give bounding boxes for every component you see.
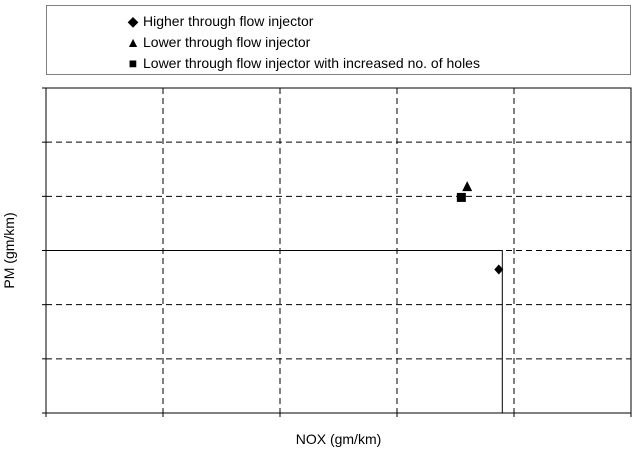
legend-item-higher-through-flow: ◆ Higher through flow injector bbox=[125, 12, 314, 30]
x-axis-title: NOX (gm/km) bbox=[296, 431, 382, 447]
diamond-marker-icon: ◆ bbox=[127, 13, 139, 29]
axis-ticks bbox=[42, 87, 632, 417]
y-axis-title: PM (gm/km) bbox=[1, 212, 17, 288]
legend-label: Higher through flow injector bbox=[143, 13, 314, 29]
legend-item-increased-holes: ■ Lower through flow injector with increa… bbox=[125, 54, 480, 72]
triangle-marker-icon: ▲ bbox=[126, 34, 140, 50]
square-data-point bbox=[456, 192, 466, 202]
limit-line bbox=[46, 250, 503, 413]
square-marker-icon: ■ bbox=[128, 55, 138, 71]
legend: ◆ Higher through flow injector ▲ Lower thr… bbox=[46, 5, 631, 75]
legend-label: Lower through flow injector with increas… bbox=[143, 55, 480, 71]
triangle-data-point bbox=[462, 181, 473, 192]
data-points bbox=[456, 181, 504, 275]
legend-label: Lower through flow injector bbox=[143, 34, 311, 50]
diamond-data-point bbox=[494, 264, 504, 275]
legend-item-lower-through-flow: ▲ Lower through flow injector bbox=[125, 33, 310, 51]
